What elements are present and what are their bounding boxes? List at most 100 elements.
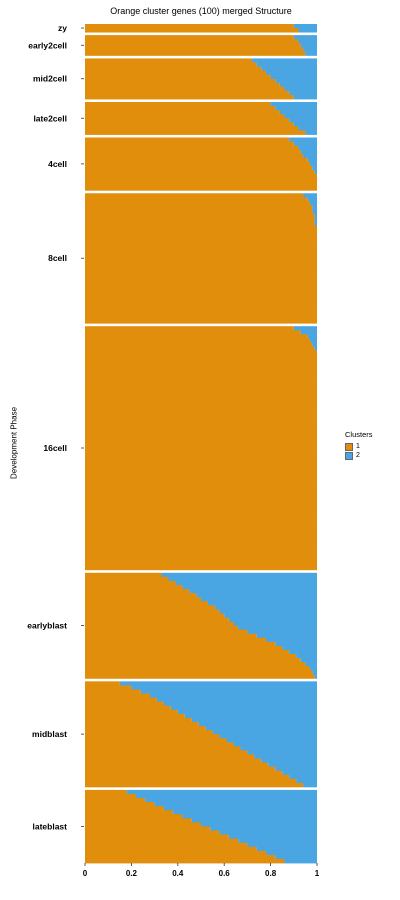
bar-earlyblast-12-cluster2	[233, 621, 317, 626]
bar-4cell-0-cluster2	[289, 137, 317, 142]
bar-midblast-6-cluster1	[85, 705, 171, 711]
bar-earlyblast-13-cluster1	[85, 625, 239, 631]
bar-earlyblast-9-cluster2	[219, 609, 317, 614]
bar-8cell-0-cluster2	[303, 193, 317, 198]
bar-mid2cell-4-cluster2	[270, 74, 317, 80]
bar-midblast-21-cluster2	[275, 766, 317, 772]
bar-4cell-5-cluster1	[85, 157, 308, 163]
bar-midblast-18-cluster2	[254, 754, 317, 759]
bar-earlyblast-3-cluster1	[85, 584, 183, 590]
bar-earlyblast-5-cluster2	[196, 593, 317, 598]
bar-16cell-50-cluster1	[85, 529, 317, 534]
bar-4cell-10-cluster1	[85, 178, 317, 183]
bar-8cell-25-cluster1	[85, 294, 317, 300]
x-tick-label-1: 0.2	[126, 869, 138, 878]
legend: Clusters 1 2	[345, 430, 373, 460]
bar-late2cell-6-cluster1	[85, 126, 299, 131]
bar-16cell-27-cluster1	[85, 435, 317, 441]
bar-8cell-5-cluster1	[85, 213, 315, 219]
bar-midblast-25-cluster1	[85, 782, 304, 788]
bar-earlyblast-23-cluster1	[85, 666, 311, 671]
bar-late2cell-7-cluster2	[305, 130, 317, 135]
bar-earlyblast-11-cluster1	[85, 617, 229, 622]
legend-title: Clusters	[345, 430, 373, 439]
bar-late2cell-2-cluster2	[279, 110, 317, 115]
bar-16cell-0-cluster1	[85, 326, 294, 331]
bar-midblast-4-cluster1	[85, 697, 157, 703]
bar-lateblast-13-cluster1	[85, 842, 248, 848]
bar-4cell-7-cluster1	[85, 165, 313, 171]
y-tick-label-4cell: 4cell	[48, 159, 67, 169]
bar-earlyblast-19-cluster2	[289, 649, 317, 655]
bar-16cell-51-cluster1	[85, 533, 317, 538]
bar-4cell-2-cluster1	[85, 145, 299, 151]
bar-lateblast-13-cluster2	[247, 842, 317, 848]
bar-mid2cell-0-cluster1	[85, 58, 253, 63]
bar-midblast-15-cluster1	[85, 742, 234, 747]
bar-mid2cell-7-cluster2	[284, 86, 317, 92]
bar-8cell-24-cluster1	[85, 290, 317, 296]
bar-early2cell-1-cluster2	[298, 39, 317, 44]
bar-late2cell-0-cluster2	[270, 102, 317, 107]
bar-midblast-15-cluster2	[233, 742, 317, 747]
bar-16cell-40-cluster1	[85, 488, 317, 494]
bar-lateblast-7-cluster1	[85, 818, 192, 823]
bar-lateblast-0-cluster2	[126, 789, 317, 795]
bar-lateblast-12-cluster1	[85, 838, 239, 844]
bar-earlyblast-25-cluster1	[85, 674, 315, 679]
bar-midblast-22-cluster1	[85, 770, 283, 776]
bar-earlyblast-22-cluster1	[85, 662, 306, 667]
bar-16cell-18-cluster1	[85, 399, 317, 404]
bar-midblast-24-cluster1	[85, 778, 297, 784]
bar-earlyblast-8-cluster2	[214, 605, 317, 610]
bar-16cell-59-cluster1	[85, 565, 317, 571]
bar-16cell-23-cluster1	[85, 419, 317, 425]
bar-16cell-1-cluster1	[85, 330, 301, 335]
bar-late2cell-5-cluster2	[293, 122, 317, 127]
bar-mid2cell-8-cluster1	[85, 90, 290, 96]
bar-midblast-19-cluster2	[261, 758, 317, 763]
bar-16cell-5-cluster2	[314, 346, 317, 351]
x-tick-label-2: 0.4	[172, 869, 184, 878]
bar-midblast-0-cluster1	[85, 681, 120, 686]
bar-mid2cell-8-cluster2	[289, 90, 317, 96]
bar-4cell-12-cluster1	[85, 186, 317, 191]
legend-label-1: 1	[356, 443, 360, 450]
bar-late2cell-1-cluster1	[85, 106, 276, 111]
bar-early2cell-0-cluster2	[293, 35, 317, 40]
bar-16cell-3-cluster2	[310, 338, 317, 343]
bar-8cell-19-cluster1	[85, 270, 317, 275]
legend-label-2: 2	[356, 452, 360, 459]
bar-earlyblast-15-cluster2	[256, 633, 317, 639]
bar-8cell-13-cluster1	[85, 246, 317, 251]
bar-16cell-54-cluster1	[85, 545, 317, 550]
y-tick-label-early2cell: early2cell	[28, 40, 67, 50]
bar-early2cell-2-cluster1	[85, 43, 301, 48]
bar-earlyblast-25-cluster2	[314, 674, 317, 679]
bar-earlyblast-15-cluster1	[85, 633, 257, 639]
bar-lateblast-3-cluster2	[154, 802, 317, 807]
bar-earlyblast-2-cluster1	[85, 580, 176, 586]
bar-mid2cell-3-cluster2	[265, 70, 317, 76]
bar-mid2cell-2-cluster2	[261, 66, 317, 71]
bar-zy-1-cluster2	[298, 28, 317, 33]
bar-lateblast-11-cluster1	[85, 834, 229, 840]
bar-midblast-16-cluster2	[240, 746, 317, 751]
bar-16cell-1-cluster2	[300, 330, 317, 335]
bar-lateblast-7-cluster2	[191, 818, 317, 823]
bar-midblast-20-cluster1	[85, 762, 269, 768]
bar-mid2cell-3-cluster1	[85, 70, 266, 76]
bar-lateblast-5-cluster1	[85, 810, 174, 815]
y-tick-label-late2cell: late2cell	[33, 113, 67, 123]
bar-4cell-5-cluster2	[307, 157, 317, 163]
bar-16cell-48-cluster1	[85, 521, 317, 526]
bar-4cell-0-cluster1	[85, 137, 290, 142]
bar-midblast-0-cluster2	[119, 681, 317, 686]
bar-late2cell-3-cluster2	[284, 114, 317, 119]
bar-earlyblast-17-cluster1	[85, 641, 276, 647]
bar-earlyblast-16-cluster2	[265, 637, 317, 643]
bar-lateblast-9-cluster1	[85, 826, 211, 831]
bar-16cell-47-cluster1	[85, 517, 317, 522]
bar-4cell-4-cluster1	[85, 153, 304, 159]
bar-earlyblast-16-cluster1	[85, 637, 266, 643]
